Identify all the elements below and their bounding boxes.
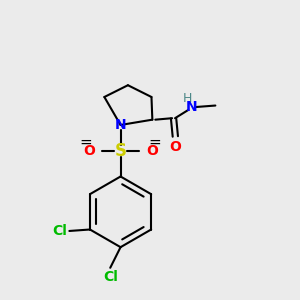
Text: O: O — [83, 144, 95, 158]
Text: S: S — [115, 142, 127, 160]
Text: N: N — [186, 100, 198, 114]
Text: H: H — [183, 92, 192, 105]
Text: O: O — [169, 140, 181, 154]
Text: N: N — [115, 118, 126, 132]
Text: Cl: Cl — [103, 270, 118, 284]
Text: =: = — [80, 134, 92, 149]
Text: =: = — [148, 134, 161, 149]
Text: Cl: Cl — [52, 224, 67, 238]
Text: O: O — [146, 144, 158, 158]
